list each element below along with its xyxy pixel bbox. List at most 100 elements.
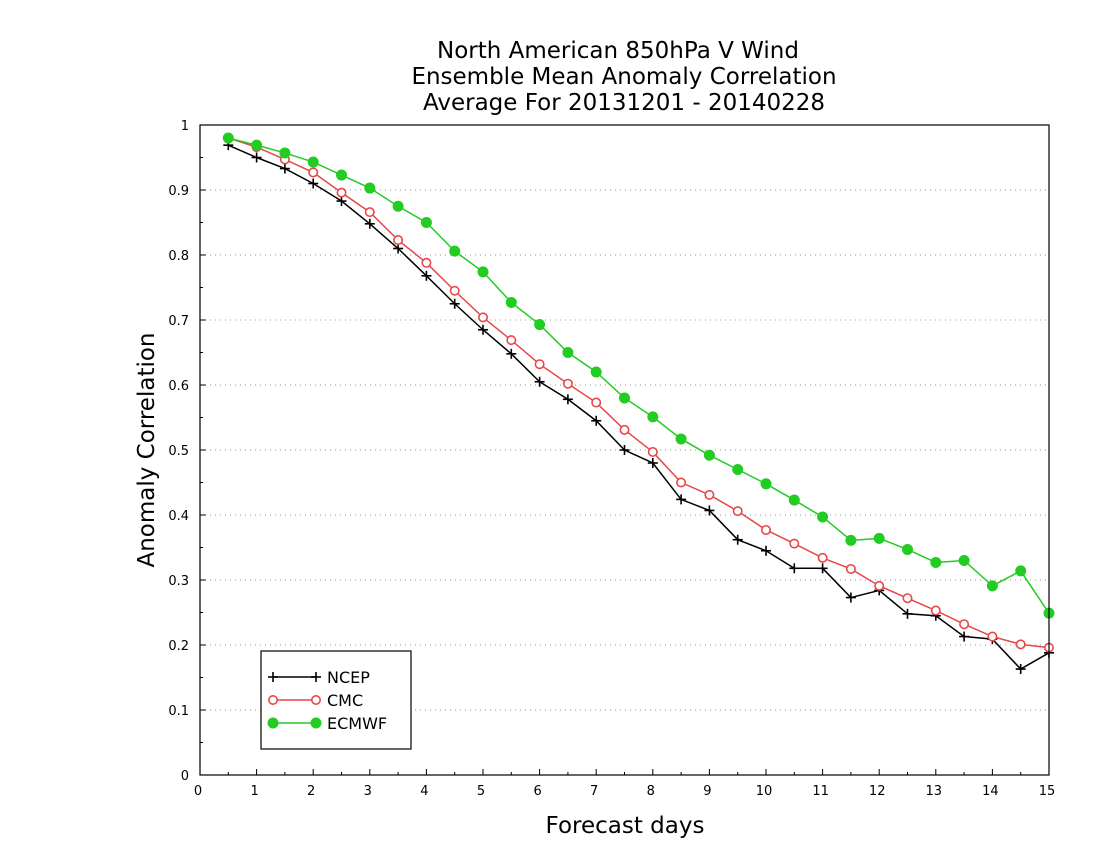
x-tick-label-7: 7 — [590, 784, 598, 799]
point-ncep-11 — [534, 376, 545, 387]
point-cmc-8 — [449, 285, 460, 296]
point-ecmwf-24 — [902, 543, 913, 555]
chart-title: North American 850hPa V Wind Ensemble Me… — [411, 38, 836, 116]
y-tick-label-3: 0.3 — [168, 574, 189, 589]
y-tick-label-8: 0.8 — [168, 249, 189, 264]
point-ncep-15 — [647, 458, 658, 468]
y-tick-label-4: 0.4 — [168, 509, 189, 524]
x-tick-label-12: 12 — [869, 784, 886, 799]
x-tick-label-14: 14 — [982, 784, 999, 799]
point-ecmwf-1 — [251, 139, 263, 151]
point-cmc-17 — [704, 489, 715, 500]
point-ecmwf-23 — [873, 532, 885, 544]
legend-marker-left-ecmwf — [267, 717, 279, 729]
y-tick-label-6: 0.6 — [168, 379, 189, 394]
point-ecmwf-20 — [788, 494, 800, 506]
point-cmc-13 — [591, 397, 602, 408]
point-cmc-26 — [959, 619, 970, 630]
legend: NCEP CMC ECMWF — [260, 650, 412, 750]
point-ecmwf-2 — [279, 147, 291, 159]
point-ecmwf-8 — [449, 245, 461, 257]
point-cmc-19 — [760, 524, 771, 535]
x-tick-label-5: 5 — [477, 784, 485, 799]
point-cmc-21 — [817, 552, 828, 563]
y-tick-label-7: 0.7 — [168, 314, 189, 329]
y-tick-label-10: 1 — [181, 119, 189, 134]
point-ncep-16 — [676, 494, 687, 505]
point-ecmwf-22 — [845, 534, 857, 546]
point-cmc-27 — [987, 631, 998, 642]
data-series — [222, 132, 1055, 675]
point-cmc-11 — [534, 359, 545, 370]
point-ncep-13 — [591, 415, 602, 426]
point-ncep-14 — [619, 445, 630, 455]
point-cmc-9 — [477, 312, 488, 323]
point-ecmwf-16 — [675, 433, 687, 445]
y-tick-label-2: 0.2 — [168, 639, 189, 654]
point-ncep-7 — [421, 270, 432, 281]
y-tick-label-5: 0.5 — [168, 444, 189, 459]
series-cmc — [223, 133, 1055, 653]
y-tick-label-0: 0 — [181, 769, 189, 784]
point-ncep-28 — [1015, 664, 1026, 675]
x-tick-labels: 0 1 2 3 4 5 6 7 8 9 10 11 12 13 14 15 — [194, 784, 1055, 799]
legend-marker-right-ncep — [311, 672, 321, 682]
legend-marker-left-ncep — [268, 672, 278, 682]
point-ncep-19 — [761, 545, 771, 556]
point-cmc-4 — [336, 187, 347, 198]
point-ncep-26 — [959, 631, 970, 642]
point-ncep-24 — [902, 608, 913, 619]
point-cmc-18 — [732, 506, 743, 517]
y-tick-label-1: 0.1 — [168, 704, 189, 719]
point-ecmwf-18 — [732, 464, 744, 475]
point-cmc-5 — [364, 207, 375, 218]
legend-marker-right-cmc — [310, 694, 321, 705]
y-axis-label: Anomaly Correlation — [134, 332, 160, 567]
point-ncep-4 — [336, 196, 347, 207]
point-ecmwf-15 — [647, 411, 659, 423]
point-ecmwf-19 — [760, 478, 772, 490]
legend-label-ecmwf: ECMWF — [327, 714, 387, 733]
legend-label-ncep: NCEP — [327, 668, 370, 687]
point-ecmwf-5 — [364, 182, 376, 194]
point-cmc-28 — [1015, 639, 1026, 650]
point-ecmwf-21 — [817, 511, 829, 523]
point-cmc-14 — [619, 424, 630, 435]
y-tick-label-9: 0.9 — [168, 184, 189, 199]
x-tick-label-6: 6 — [533, 784, 541, 799]
x-tick-label-0: 0 — [194, 784, 202, 799]
point-ncep-21 — [817, 563, 828, 574]
x-tick-label-11: 11 — [812, 784, 829, 799]
point-ecmwf-28 — [1015, 565, 1027, 577]
point-ecmwf-14 — [619, 392, 630, 404]
legend-item-cmc: CMC — [267, 691, 363, 710]
point-ecmwf-13 — [590, 366, 602, 378]
point-ncep-10 — [506, 348, 517, 359]
point-cmc-22 — [845, 563, 856, 574]
x-tick-label-1: 1 — [250, 784, 258, 799]
point-ncep-20 — [789, 563, 800, 574]
title-line-3: Average For 20131201 - 20140228 — [423, 90, 825, 116]
series-ncep — [223, 140, 1054, 675]
legend-marker-right-ecmwf — [310, 717, 322, 729]
point-cmc-16 — [676, 477, 687, 488]
point-ecmwf-3 — [307, 156, 319, 168]
x-tick-label-15: 15 — [1039, 784, 1056, 799]
point-ncep-22 — [845, 592, 856, 603]
point-ecmwf-25 — [930, 556, 942, 568]
x-tick-label-3: 3 — [364, 784, 372, 799]
x-tick-label-2: 2 — [307, 784, 315, 799]
series-line-cmc — [228, 137, 1050, 649]
point-ecmwf-17 — [703, 449, 715, 461]
point-ecmwf-27 — [986, 580, 998, 592]
point-ecmwf-26 — [958, 555, 970, 566]
x-tick-label-8: 8 — [647, 784, 655, 799]
point-ecmwf-11 — [534, 319, 546, 331]
point-ncep-6 — [393, 243, 404, 254]
y-tick-labels: 0 0.1 0.2 0.3 0.4 0.5 0.6 0.7 0.8 0.9 1 — [168, 119, 189, 784]
point-cmc-3 — [308, 167, 319, 178]
point-cmc-25 — [930, 605, 941, 616]
legend-item-ncep: NCEP — [268, 668, 370, 687]
point-cmc-12 — [562, 378, 573, 389]
